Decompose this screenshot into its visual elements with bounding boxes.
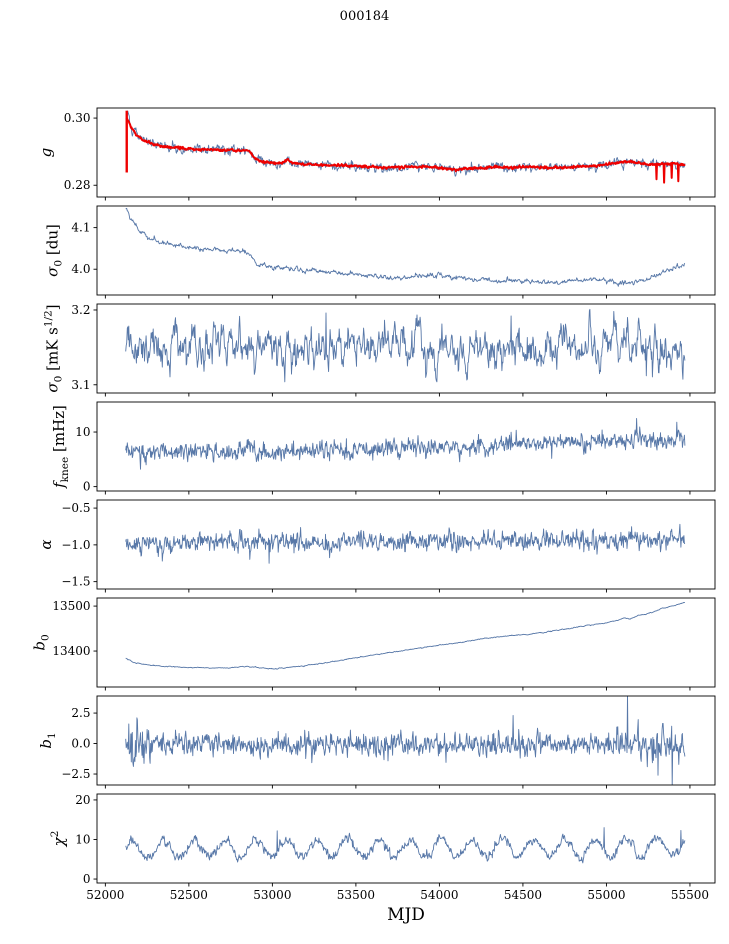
x-tick-label: 55500 bbox=[671, 888, 709, 902]
series-alpha bbox=[125, 523, 686, 564]
series-g-fit bbox=[125, 116, 686, 184]
panel-b0-ylabel: b0 bbox=[31, 634, 52, 650]
y-tick-label: −1.5 bbox=[61, 575, 90, 589]
y-tick-label: 3.1 bbox=[71, 378, 90, 392]
panel-fknee-border bbox=[96, 401, 716, 492]
series-fknee bbox=[125, 417, 686, 470]
panel-g-border bbox=[96, 107, 716, 198]
y-tick-label: 3.2 bbox=[71, 303, 90, 317]
y-tick-label: 10 bbox=[75, 425, 90, 439]
panel-alpha-plot-area bbox=[125, 523, 686, 564]
series-b1 bbox=[125, 696, 686, 785]
panel-g-plot-area bbox=[125, 110, 686, 184]
series-b0 bbox=[125, 601, 686, 670]
y-tick-label: 20 bbox=[75, 793, 90, 807]
x-tick-label: 53000 bbox=[253, 888, 291, 902]
panel-b1-ylabel: b1 bbox=[37, 732, 58, 748]
panel-alpha-ylabel: α bbox=[37, 539, 55, 549]
y-tick-label: −2.5 bbox=[61, 767, 90, 781]
panel-sigma0-mks-border bbox=[96, 303, 716, 394]
panel-fknee-plot-area bbox=[125, 417, 686, 470]
x-tick-label: 54000 bbox=[420, 888, 458, 902]
series-sigma0-du bbox=[125, 207, 686, 287]
y-tick-label: 4.1 bbox=[71, 221, 90, 235]
panel-chi2-plot-area bbox=[125, 827, 686, 864]
x-axis-label: MJD bbox=[387, 905, 425, 925]
panel-sigma0-mks-ylabel: σ0 [mK s1/2] bbox=[43, 304, 65, 392]
y-tick-label: 4.0 bbox=[71, 262, 90, 276]
y-tick-label: −0.5 bbox=[61, 501, 90, 515]
y-tick-label: 2.5 bbox=[71, 706, 90, 720]
y-tick-label: 13500 bbox=[52, 599, 90, 613]
panel-sigma0-du-ylabel: σ0 [du] bbox=[44, 224, 65, 277]
panel-g-ylabel: g bbox=[37, 148, 55, 158]
x-tick-label: 55000 bbox=[587, 888, 625, 902]
y-tick-label: −1.0 bbox=[61, 538, 90, 552]
y-tick-label: 0.30 bbox=[64, 111, 91, 125]
figure-title: 000184 bbox=[339, 9, 390, 24]
panel-b0-border bbox=[96, 597, 716, 688]
panel-b0-plot-area bbox=[125, 601, 686, 670]
y-tick-label: 13400 bbox=[52, 644, 90, 658]
panel-b1-plot-area bbox=[125, 696, 686, 785]
y-tick-label: 0.28 bbox=[64, 178, 91, 192]
panel-b1-border bbox=[96, 695, 716, 786]
panel-sigma0-du-plot-area bbox=[125, 207, 686, 287]
series-chi2 bbox=[125, 827, 686, 864]
panel-chi2-border bbox=[96, 793, 716, 884]
x-tick-label: 52500 bbox=[170, 888, 208, 902]
y-tick-label: 10 bbox=[75, 832, 90, 846]
x-tick-label: 52000 bbox=[86, 888, 124, 902]
panel-chi2-ylabel: χ2 bbox=[49, 831, 68, 848]
y-tick-label: 0.0 bbox=[71, 737, 90, 751]
x-tick-label: 54500 bbox=[504, 888, 542, 902]
y-tick-label: 0 bbox=[83, 480, 91, 494]
panel-fknee-ylabel: fknee [mHz] bbox=[50, 405, 71, 489]
series-sigma0-mks bbox=[125, 308, 686, 383]
panel-sigma0-mks-plot-area bbox=[125, 308, 686, 383]
x-tick-label: 53500 bbox=[337, 888, 375, 902]
panel-sigma0-du-border bbox=[96, 205, 716, 296]
y-tick-label: 0 bbox=[83, 872, 91, 886]
